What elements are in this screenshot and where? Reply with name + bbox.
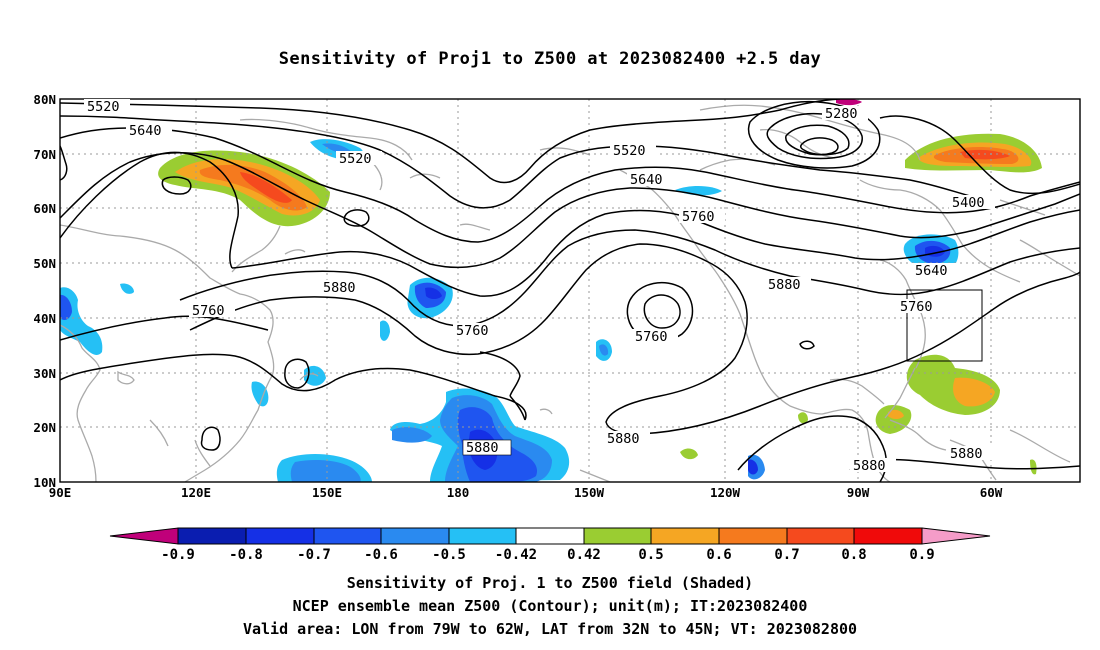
contour-label: 5640 (915, 263, 948, 279)
colorbar-tick-label: -0.9 (161, 547, 195, 563)
colorbar-tick-label: 0.9 (909, 547, 934, 563)
valid-area-box (906, 289, 983, 362)
negative-regions (60, 99, 959, 482)
colorbar-cell (650, 527, 720, 545)
lon-label: 120E (181, 485, 211, 500)
colorbar-labels: -0.9 -0.8 -0.7 -0.6 -0.5 -0.42 0.42 0.5 … (161, 547, 935, 563)
colorbar-cell (853, 527, 923, 545)
colorbar-tick-label: -0.7 (297, 547, 331, 563)
contour-label: 5760 (682, 209, 715, 225)
contour-label: 5880 (466, 440, 499, 456)
lat-label: 40N (33, 311, 56, 326)
shaded-sensitivity (60, 99, 1042, 482)
contour-label: 5400 (952, 195, 985, 211)
map-title: Sensitivity of Proj1 to Z500 at 20230824… (278, 49, 822, 69)
colorbar-tick-label: -0.6 (364, 547, 398, 563)
contour-label: 5280 (825, 106, 858, 122)
colorbar-cell (515, 527, 585, 545)
colorbar-tick-label: -0.8 (229, 547, 263, 563)
colorbar-cell (583, 527, 652, 545)
lon-label: 120W (710, 485, 741, 500)
z500-contours (60, 99, 1080, 482)
latitude-labels: 80N 70N 60N 50N 40N 30N 20N 10N (33, 92, 56, 490)
colorbar-tick-label: 0.5 (638, 547, 663, 563)
colorbar-tick-label: 0.42 (567, 547, 601, 563)
colorbar-tick-label: -0.42 (495, 547, 537, 563)
colorbar (109, 527, 991, 545)
lat-label: 30N (33, 366, 56, 381)
contour-label: 5760 (192, 303, 225, 319)
contour-label: 5880 (768, 277, 801, 293)
positive-region-north-atlantic (905, 133, 1042, 173)
contour-label: 5880 (607, 431, 640, 447)
colorbar-cell (177, 527, 247, 545)
contour-label: 5640 (630, 172, 663, 188)
colorbar-upper-triangle (921, 527, 991, 545)
plot-frame (59, 98, 1081, 483)
lat-label: 20N (33, 420, 56, 435)
positive-region-west-pacific (158, 150, 330, 227)
contour-label: 5880 (950, 446, 983, 462)
lat-label: 50N (33, 256, 56, 271)
colorbar-cell (313, 527, 382, 545)
lat-label: 10N (33, 475, 56, 490)
lat-label: 70N (33, 147, 56, 162)
contour-label: 5640 (129, 123, 162, 139)
colorbar-tick-label: 0.6 (706, 547, 731, 563)
lon-label: 90W (847, 485, 870, 500)
colorbar-cell (718, 527, 788, 545)
colorbar-cell (380, 527, 450, 545)
contour-label: 5880 (853, 458, 886, 474)
contour-label: 5880 (323, 280, 356, 296)
lat-label: 60N (33, 201, 56, 216)
lon-label: 180 (447, 485, 470, 500)
caption-line-2: NCEP ensemble mean Z500 (Contour); unit(… (292, 597, 808, 615)
contour-label: 5760 (635, 329, 668, 345)
contour-label: 5760 (456, 323, 489, 339)
contour-label: 5520 (613, 143, 646, 159)
colorbar-tick-label: 0.8 (841, 547, 866, 563)
lon-label: 150E (312, 485, 342, 500)
colorbar-cell (245, 527, 315, 545)
contour-label: 5520 (339, 151, 372, 167)
longitude-labels: 90E 120E 150E 180 150W 120W 90W 60W (49, 485, 1003, 500)
colorbar-cell (786, 527, 855, 545)
colorbar-cell (448, 527, 517, 545)
lon-label: 150W (574, 485, 605, 500)
contour-label: 5760 (900, 299, 933, 315)
caption-line-3: Valid area: LON from 79W to 62W, LAT fro… (242, 620, 858, 638)
contour-label: 5520 (87, 99, 120, 115)
positive-region-atlantic-subtropics (680, 354, 1037, 475)
contour-label-group: 5520 5640 5520 5520 5640 5760 5280 5400 … (84, 99, 995, 474)
colorbar-lower-triangle (109, 527, 179, 545)
colorbar-tick-label: 0.7 (774, 547, 799, 563)
colorbar-tick-label: -0.5 (432, 547, 466, 563)
lon-label: 90E (49, 485, 72, 500)
caption-line-1: Sensitivity of Proj. 1 to Z500 field (Sh… (346, 574, 754, 592)
lat-label: 80N (33, 92, 56, 107)
lon-label: 60W (980, 485, 1003, 500)
